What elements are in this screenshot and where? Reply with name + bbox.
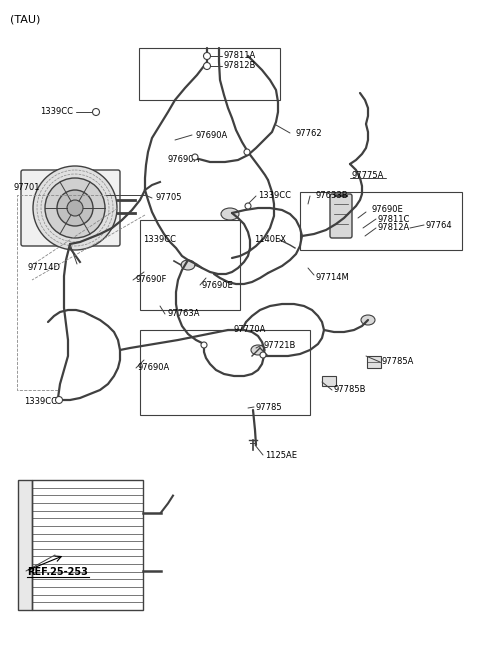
Text: 97811A: 97811A [224, 52, 256, 61]
Text: 97812A: 97812A [378, 224, 410, 233]
Bar [139, 48, 280, 100]
Text: 97762: 97762 [296, 128, 323, 138]
Bar [367, 356, 381, 368]
Bar [18, 480, 32, 610]
Circle shape [260, 352, 266, 358]
Circle shape [204, 63, 211, 70]
Text: 1125AE: 1125AE [265, 451, 297, 460]
Text: (TAU): (TAU) [10, 14, 40, 24]
Bar [140, 330, 310, 415]
Circle shape [245, 203, 251, 209]
Text: 97775A: 97775A [352, 171, 384, 179]
Text: 1339CC: 1339CC [143, 235, 176, 244]
Text: 97690A: 97690A [168, 155, 200, 164]
Bar [300, 192, 462, 250]
Text: 97785A: 97785A [382, 357, 414, 366]
Circle shape [192, 154, 198, 160]
Ellipse shape [361, 315, 375, 325]
Text: 97690E: 97690E [371, 205, 403, 215]
Circle shape [33, 166, 117, 250]
Text: 97705: 97705 [155, 194, 181, 203]
Text: 97785B: 97785B [334, 385, 367, 394]
FancyBboxPatch shape [330, 194, 352, 238]
Text: 97785: 97785 [256, 402, 283, 411]
Text: 97714D: 97714D [27, 263, 60, 273]
Text: 97764: 97764 [426, 220, 453, 230]
Text: 97714M: 97714M [316, 273, 350, 282]
Bar [322, 376, 336, 386]
Ellipse shape [251, 345, 265, 355]
Text: 97770A: 97770A [233, 325, 265, 334]
Text: 1339CC: 1339CC [40, 108, 73, 117]
Text: REF.25-253: REF.25-253 [27, 567, 88, 577]
Circle shape [244, 149, 250, 155]
Circle shape [204, 53, 211, 59]
Bar [32, 480, 143, 610]
FancyBboxPatch shape [21, 170, 120, 246]
Text: 97763A: 97763A [168, 310, 201, 318]
Text: 97633B: 97633B [315, 190, 348, 200]
Circle shape [201, 342, 207, 348]
Text: 97721B: 97721B [264, 340, 296, 349]
Circle shape [67, 200, 83, 216]
Text: 1140EX: 1140EX [254, 235, 286, 244]
Circle shape [45, 178, 105, 238]
Text: 97690A: 97690A [196, 130, 228, 140]
Text: 97701: 97701 [14, 183, 40, 192]
Ellipse shape [181, 260, 195, 270]
Text: 1339CC: 1339CC [258, 190, 291, 200]
Text: 97690A: 97690A [138, 364, 170, 372]
Text: 97690E: 97690E [202, 280, 234, 289]
Text: 97690F: 97690F [136, 276, 168, 284]
Circle shape [93, 108, 99, 115]
Text: 97812B: 97812B [224, 61, 256, 70]
Circle shape [57, 190, 93, 226]
Text: 1339CC: 1339CC [24, 398, 57, 406]
Ellipse shape [221, 208, 239, 220]
Bar [140, 220, 240, 310]
Circle shape [56, 396, 62, 404]
Text: 97811C: 97811C [378, 215, 410, 224]
